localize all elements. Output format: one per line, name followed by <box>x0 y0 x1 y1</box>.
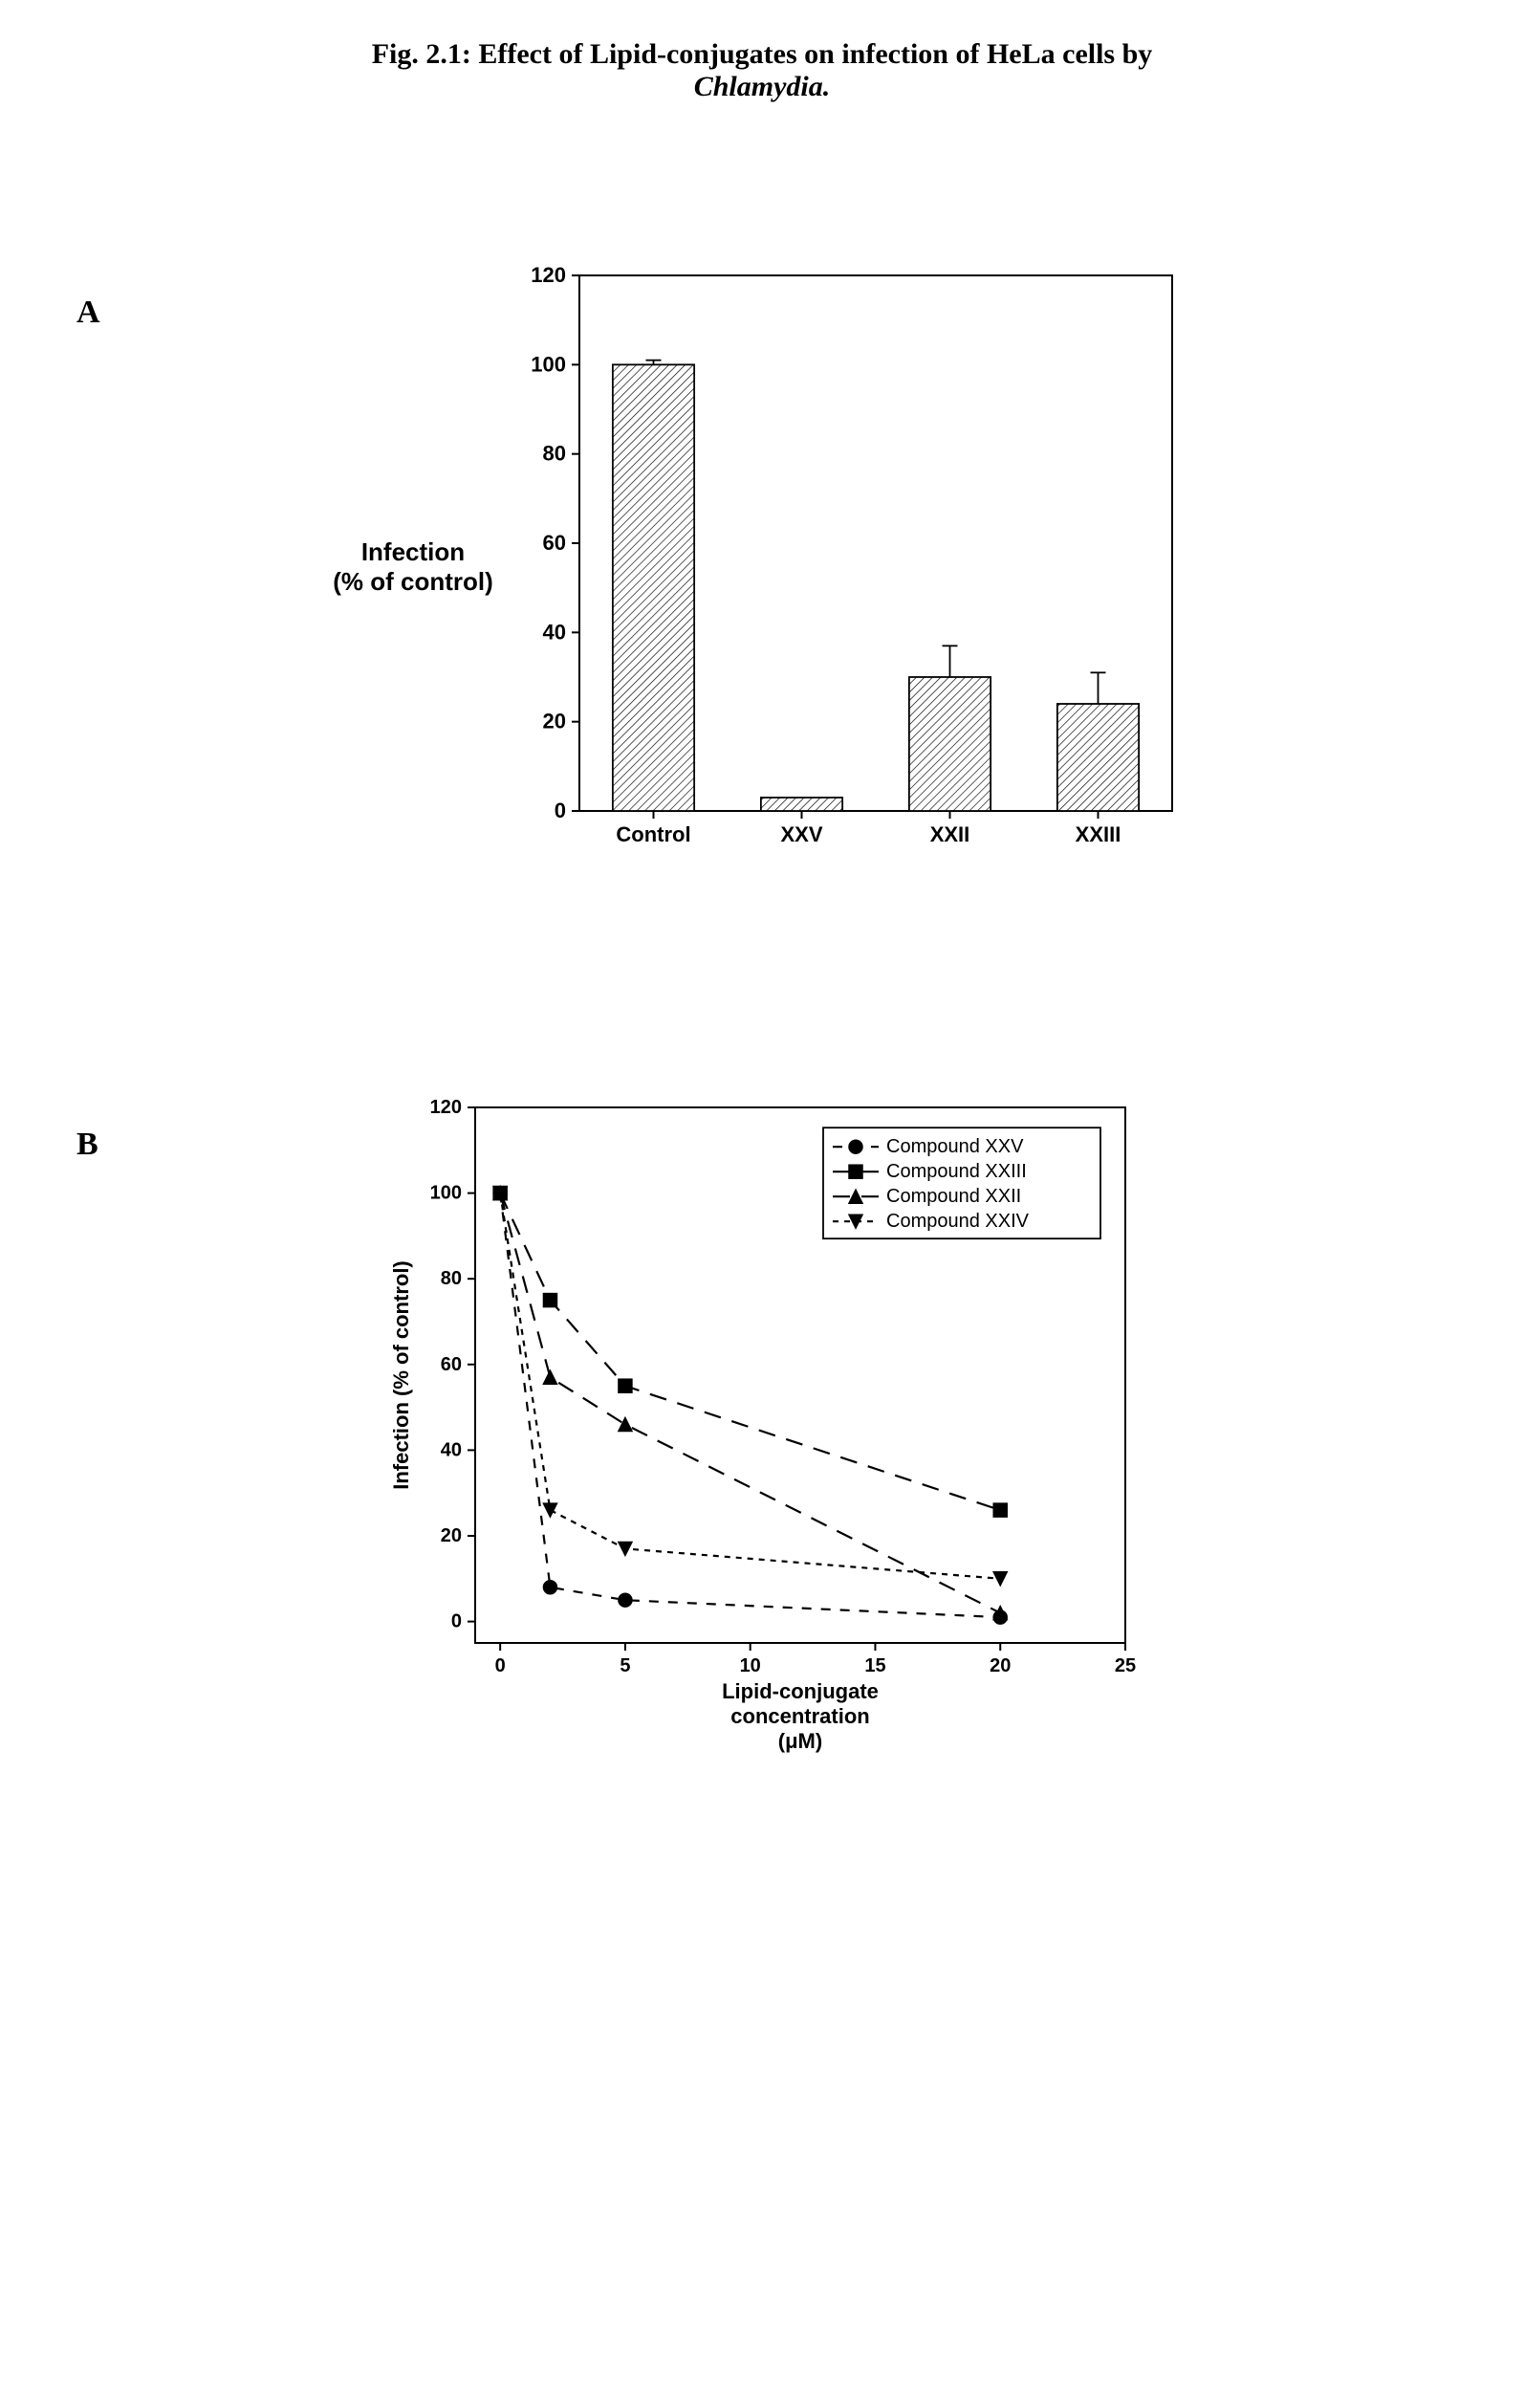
bar-chart-a: 0 20 40 60 80 100 120 Control XXV XXII XXIII <box>512 256 1191 878</box>
svg-text:20: 20 <box>542 710 565 733</box>
svg-text:XXII: XXII <box>929 822 969 846</box>
panel-b-label: B <box>76 1127 98 1163</box>
svg-text:20: 20 <box>441 1525 462 1546</box>
svg-text:80: 80 <box>441 1268 462 1289</box>
svg-text:5: 5 <box>620 1655 630 1676</box>
svg-text:concentration: concentration <box>730 1704 869 1728</box>
figure-title-text: Fig. 2.1: Effect of Lipid-conjugates on … <box>372 38 1153 70</box>
svg-text:40: 40 <box>542 620 565 644</box>
svg-text:60: 60 <box>542 531 565 555</box>
svg-text:0: 0 <box>495 1655 506 1676</box>
svg-text:Control: Control <box>616 822 690 846</box>
panel-a: A Infection (% of control) 0 20 40 60 80 100 1… <box>38 256 1486 878</box>
svg-text:100: 100 <box>531 352 566 376</box>
panel-b: B 0 20 40 60 80 100 120 0 5 10 15 20 25 Lipid-conjuga… <box>38 1088 1486 1758</box>
svg-text:40: 40 <box>441 1439 462 1460</box>
svg-text:120: 120 <box>531 263 566 287</box>
svg-text:100: 100 <box>430 1183 462 1204</box>
svg-text:25: 25 <box>1115 1655 1136 1676</box>
panel-a-ylabel-1: Infection <box>333 537 493 567</box>
svg-text:Lipid-conjugate: Lipid-conjugate <box>722 1679 879 1703</box>
svg-text:(μM): (μM) <box>778 1729 822 1753</box>
svg-text:XXV: XXV <box>780 822 822 846</box>
svg-text:15: 15 <box>864 1655 885 1676</box>
svg-text:XXIII: XXIII <box>1075 822 1121 846</box>
panel-a-ylabel-2: (% of control) <box>333 567 493 597</box>
svg-text:80: 80 <box>542 442 565 466</box>
svg-text:20: 20 <box>990 1655 1011 1676</box>
svg-text:10: 10 <box>740 1655 761 1676</box>
svg-text:Compound XXIII: Compound XXIII <box>886 1161 1027 1182</box>
figure-title: Fig. 2.1: Effect of Lipid-conjugates on … <box>38 38 1486 103</box>
svg-text:0: 0 <box>451 1611 462 1632</box>
svg-text:Compound XXIV: Compound XXIV <box>886 1211 1030 1232</box>
figure-title-italic: Chlamydia. <box>694 71 831 102</box>
panel-a-label: A <box>76 295 100 331</box>
svg-text:Infection (% of control): Infection (% of control) <box>389 1260 413 1490</box>
panel-a-ylabel: Infection (% of control) <box>333 537 493 597</box>
svg-text:60: 60 <box>441 1354 462 1375</box>
svg-text:120: 120 <box>430 1097 462 1118</box>
svg-text:Compound XXV: Compound XXV <box>886 1136 1024 1157</box>
svg-text:Compound XXII: Compound XXII <box>886 1186 1021 1207</box>
line-chart-b: 0 20 40 60 80 100 120 0 5 10 15 20 25 Lipid-conjugate… <box>370 1088 1154 1758</box>
svg-text:0: 0 <box>555 799 566 822</box>
